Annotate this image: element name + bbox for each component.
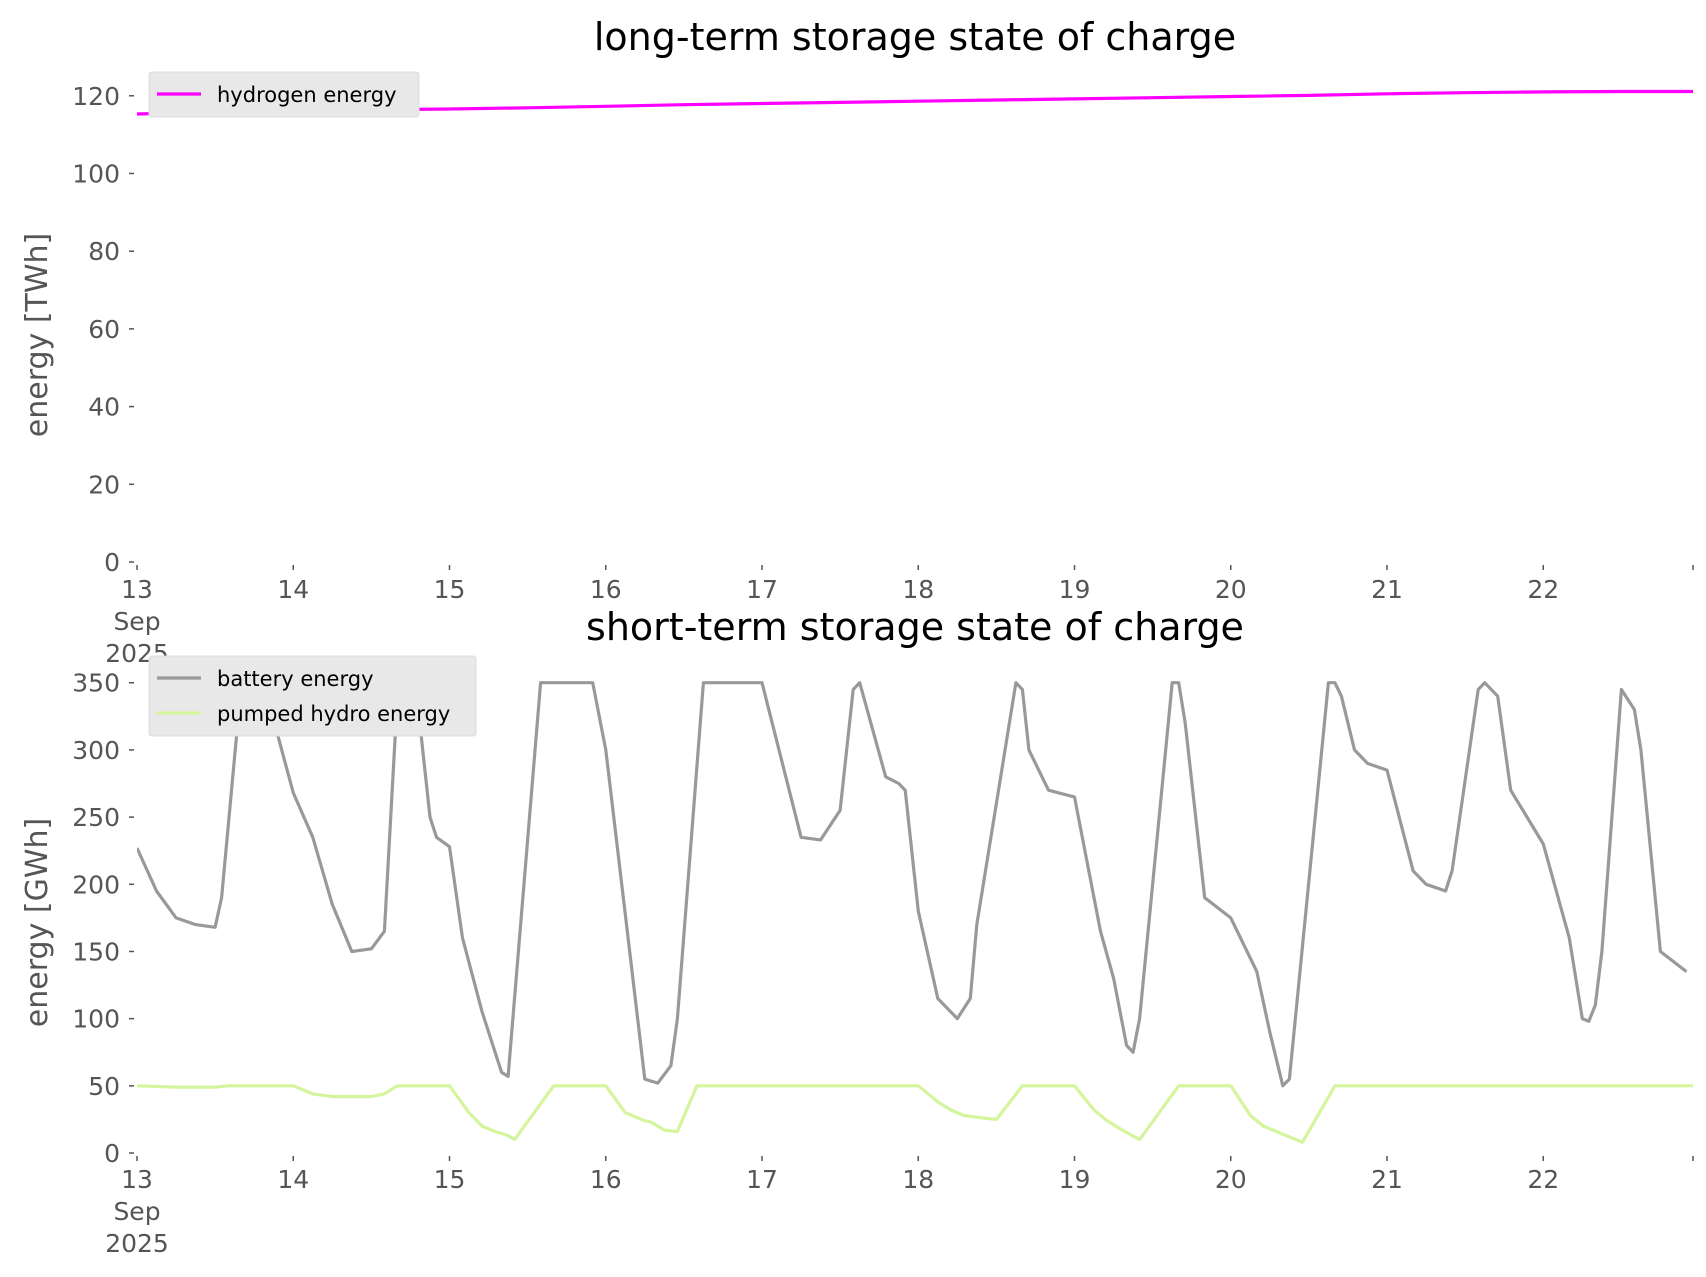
- legend-label: hydrogen energy: [217, 83, 397, 107]
- legend: battery energy pumped hydro energy: [148, 655, 477, 737]
- x-tick-label: 13 Sep 2025: [105, 1165, 169, 1258]
- x-tick-label: 15: [434, 1165, 466, 1194]
- x-tick-label: 21: [1371, 1165, 1403, 1194]
- series-line-pumped-hydro-energy: [137, 1084, 1693, 1144]
- y-tick-label: 100: [72, 1005, 120, 1034]
- x-tick-label: 20: [1215, 575, 1247, 604]
- short-term-storage-panel: short-term storage state of charge energy…: [20, 605, 1694, 1258]
- x-tick-label: 17: [746, 1165, 778, 1194]
- y-tick-label: 300: [72, 736, 120, 765]
- y-tick-label: 100: [72, 159, 120, 188]
- x-tick-label: 16: [590, 1165, 622, 1194]
- x-tick-label: 13 Sep 2025: [105, 575, 169, 668]
- y-tick-label: 40: [88, 393, 120, 422]
- legend-label: pumped hydro energy: [217, 702, 450, 726]
- y-tick-label: 0: [104, 548, 120, 577]
- x-tick-label: 21: [1371, 575, 1403, 604]
- y-tick-label: 20: [88, 470, 120, 499]
- y-tick-label: 50: [88, 1072, 120, 1101]
- y-tick-label: 120: [72, 82, 120, 111]
- x-tick-label: 19: [1059, 575, 1091, 604]
- x-tick-label: 22: [1527, 575, 1559, 604]
- legend: hydrogen energy: [148, 71, 420, 118]
- y-tick-label: 250: [72, 803, 120, 832]
- x-tick-label: 22: [1527, 1165, 1559, 1194]
- y-axis-label: energy [GWh]: [20, 818, 55, 1027]
- x-tick-label: 18: [902, 575, 934, 604]
- y-tick-label: 60: [88, 315, 120, 344]
- y-tick-label: 0: [104, 1139, 120, 1168]
- y-tick-label: 200: [72, 870, 120, 899]
- y-tick-label: 350: [72, 669, 120, 698]
- legend-label: battery energy: [217, 667, 374, 691]
- x-tick-label: 16: [590, 575, 622, 604]
- chart-title: short-term storage state of charge: [586, 605, 1244, 649]
- long-term-storage-panel: long-term storage state of charge energy …: [20, 15, 1694, 668]
- legend-box: [148, 71, 420, 118]
- x-tick-label: 20: [1215, 1165, 1247, 1194]
- y-tick-label: 150: [72, 937, 120, 966]
- x-tick-label: 14: [277, 1165, 309, 1194]
- x-tick-label: 14: [277, 575, 309, 604]
- x-tick-label: 19: [1059, 1165, 1091, 1194]
- y-axis-label: energy [TWh]: [20, 233, 55, 437]
- x-tick-label: 15: [434, 575, 466, 604]
- x-tick-label: 18: [902, 1165, 934, 1194]
- legend-box: [148, 655, 477, 737]
- chart-title: long-term storage state of charge: [594, 15, 1236, 59]
- x-tick-label: 17: [746, 575, 778, 604]
- y-tick-label: 80: [88, 237, 120, 266]
